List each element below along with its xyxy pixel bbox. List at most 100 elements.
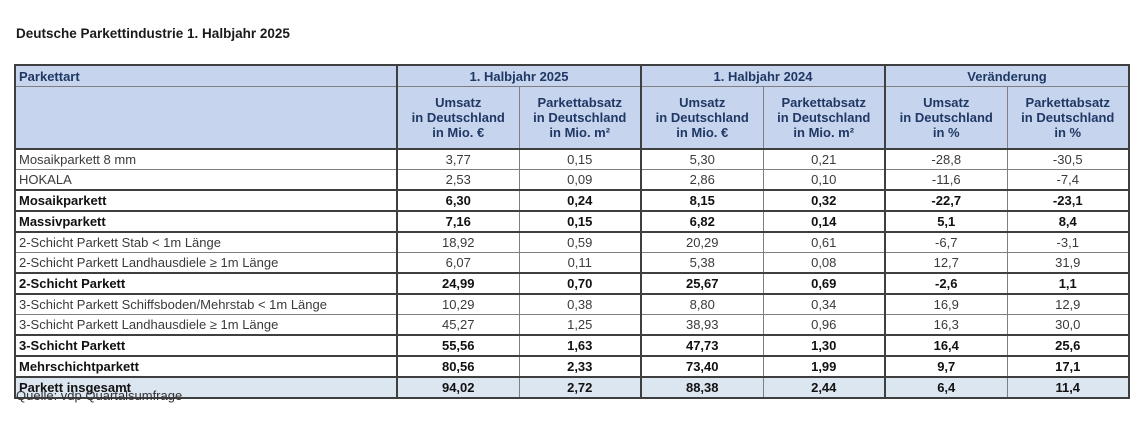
value-cell: 88,38 [640, 376, 764, 399]
column-group-halbjahr-2024: 1. Halbjahr 2024 [640, 64, 886, 87]
value-cell: -3,1 [1006, 231, 1130, 253]
value-cell: 25,6 [1006, 334, 1130, 357]
value-cell: -22,7 [884, 189, 1008, 212]
table-row: Massivparkett 7,16 0,15 6,82 0,14 5,1 8,4 [14, 210, 1130, 233]
value-cell: 5,38 [640, 252, 764, 274]
value-cell: 73,40 [640, 355, 764, 378]
value-cell: -2,6 [884, 272, 1008, 295]
table-row: Parkett insgesamt 94,02 2,72 88,38 2,44 6,4 11… [14, 376, 1130, 399]
row-label: 3-Schicht Parkett Schiffsboden/Mehrstab … [14, 293, 398, 315]
row-label: 2-Schicht Parkett Stab < 1m Länge [14, 231, 398, 253]
table-row: 2-Schicht Parkett Landhausdiele ≥ 1m Län… [14, 252, 1130, 274]
row-label: 2-Schicht Parkett Landhausdiele ≥ 1m Län… [14, 252, 398, 274]
value-cell: 2,86 [640, 169, 764, 191]
value-cell: -28,8 [884, 148, 1008, 170]
table-row: HOKALA 2,53 0,09 2,86 0,10 -11,6 -7,4 [14, 169, 1130, 191]
header-group-row: Parkettart 1. Halbjahr 2025 1. Halbjahr … [14, 64, 1130, 87]
value-cell: 94,02 [396, 376, 520, 399]
value-cell: 47,73 [640, 334, 764, 357]
row-label: Mehrschichtparkett [14, 355, 398, 378]
value-cell: 0,09 [518, 169, 642, 191]
row-label: 3-Schicht Parkett [14, 334, 398, 357]
column-group-veraenderung: Veränderung [884, 64, 1130, 87]
column-header-umsatz-veraenderung: Umsatz in Deutschland in % [884, 86, 1008, 150]
value-cell: 16,9 [884, 293, 1008, 315]
value-cell: 0,32 [762, 189, 886, 212]
value-cell: 6,30 [396, 189, 520, 212]
table-row: 2-Schicht Parkett 24,99 0,70 25,67 0,69 -2,6 1… [14, 272, 1130, 295]
value-cell: -11,6 [884, 169, 1008, 191]
value-cell: 8,80 [640, 293, 764, 315]
value-cell: 2,53 [396, 169, 520, 191]
value-cell: 0,69 [762, 272, 886, 295]
row-label: HOKALA [14, 169, 398, 191]
value-cell: 0,61 [762, 231, 886, 253]
page-title: Deutsche Parkettindustrie 1. Halbjahr 20… [16, 26, 290, 41]
value-cell: 2,72 [518, 376, 642, 399]
column-header-absatz-2025: Parkettabsatz in Deutschland in Mio. m² [518, 86, 642, 150]
value-cell: 8,15 [640, 189, 764, 212]
value-cell: 0,14 [762, 210, 886, 233]
value-cell: -23,1 [1006, 189, 1130, 212]
value-cell: 6,4 [884, 376, 1008, 399]
row-label: Massivparkett [14, 210, 398, 233]
table-row: 3-Schicht Parkett Landhausdiele ≥ 1m Län… [14, 314, 1130, 336]
table-row: Mosaikparkett 6,30 0,24 8,15 0,32 -22,7 -23,1 [14, 189, 1130, 212]
value-cell: 0,08 [762, 252, 886, 274]
value-cell: 0,15 [518, 210, 642, 233]
table-header: Parkettart 1. Halbjahr 2025 1. Halbjahr … [14, 64, 1130, 150]
value-cell: -6,7 [884, 231, 1008, 253]
table-row: 2-Schicht Parkett Stab < 1m Länge 18,92 0,… [14, 231, 1130, 253]
value-cell: 0,96 [762, 314, 886, 336]
row-label: 2-Schicht Parkett [14, 272, 398, 295]
value-cell: 2,33 [518, 355, 642, 378]
value-cell: -30,5 [1006, 148, 1130, 170]
table-row: 3-Schicht Parkett 55,56 1,63 47,73 1,30 16,4 2… [14, 334, 1130, 357]
value-cell: 1,30 [762, 334, 886, 357]
value-cell: 0,59 [518, 231, 642, 253]
value-cell: 0,70 [518, 272, 642, 295]
value-cell: 1,63 [518, 334, 642, 357]
column-header-absatz-veraenderung: Parkettabsatz in Deutschland in % [1006, 86, 1130, 150]
value-cell: 16,4 [884, 334, 1008, 357]
value-cell: 1,99 [762, 355, 886, 378]
value-cell: 10,29 [396, 293, 520, 315]
value-cell: 11,4 [1006, 376, 1130, 399]
header-sub-row: Umsatz in Deutschland in Mio. € Parketta… [14, 86, 1130, 150]
source-note: Quelle: vdp Quartalsumfrage [16, 388, 183, 403]
value-cell: 1,25 [518, 314, 642, 336]
value-cell: 0,34 [762, 293, 886, 315]
table-body: Mosaikparkett 8 mm 3,77 0,15 5,30 0,21 -28,8-… [14, 148, 1130, 399]
table-row: Mosaikparkett 8 mm 3,77 0,15 5,30 0,21 -28,8-… [14, 148, 1130, 170]
row-label: Mosaikparkett [14, 189, 398, 212]
parkett-data-table: Parkettart 1. Halbjahr 2025 1. Halbjahr … [14, 64, 1130, 399]
value-cell: 6,82 [640, 210, 764, 233]
column-header-parkettart: Parkettart [14, 64, 398, 87]
row-label: Parkett insgesamt [14, 376, 398, 399]
row-label: 3-Schicht Parkett Landhausdiele ≥ 1m Län… [14, 314, 398, 336]
column-header-umsatz-2025: Umsatz in Deutschland in Mio. € [396, 86, 520, 150]
value-cell: 80,56 [396, 355, 520, 378]
value-cell: 20,29 [640, 231, 764, 253]
column-header-umsatz-2024: Umsatz in Deutschland in Mio. € [640, 86, 764, 150]
value-cell: -7,4 [1006, 169, 1130, 191]
value-cell: 16,3 [884, 314, 1008, 336]
value-cell: 38,93 [640, 314, 764, 336]
value-cell: 18,92 [396, 231, 520, 253]
value-cell: 12,7 [884, 252, 1008, 274]
column-group-halbjahr-2025: 1. Halbjahr 2025 [396, 64, 642, 87]
value-cell: 7,16 [396, 210, 520, 233]
value-cell: 25,67 [640, 272, 764, 295]
table-row: Mehrschichtparkett 80,56 2,33 73,40 1,99 9,7 1… [14, 355, 1130, 378]
value-cell: 0,38 [518, 293, 642, 315]
value-cell: 45,27 [396, 314, 520, 336]
value-cell: 9,7 [884, 355, 1008, 378]
value-cell: 24,99 [396, 272, 520, 295]
value-cell: 0,11 [518, 252, 642, 274]
value-cell: 0,10 [762, 169, 886, 191]
column-header-spacer [14, 86, 398, 150]
column-header-absatz-2024: Parkettabsatz in Deutschland in Mio. m² [762, 86, 886, 150]
value-cell: 0,24 [518, 189, 642, 212]
value-cell: 2,44 [762, 376, 886, 399]
value-cell: 8,4 [1006, 210, 1130, 233]
